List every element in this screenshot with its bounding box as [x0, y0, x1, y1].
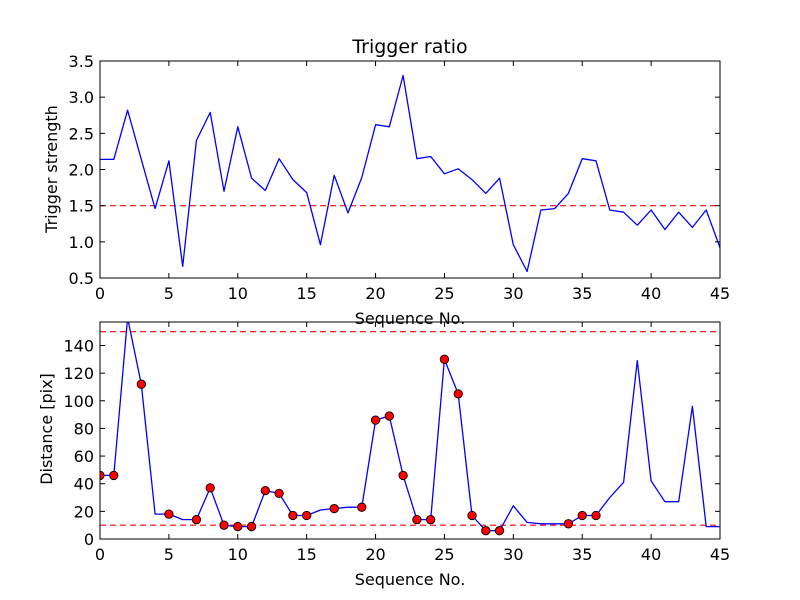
x-tick-label: 5 — [164, 545, 174, 564]
x-tick-label: 45 — [710, 545, 730, 564]
data-point — [302, 510, 312, 521]
x-tick-label: 25 — [434, 545, 454, 564]
data-point — [370, 415, 381, 425]
y-tick-label: 0.5 — [69, 269, 94, 288]
x-tick-label: 0 — [95, 545, 105, 564]
x-tick-label: 40 — [641, 545, 661, 564]
y-tick-label: 3.5 — [69, 52, 94, 71]
y-tick-label: 80 — [74, 419, 94, 438]
data-point — [481, 526, 491, 536]
x-tick-label: 30 — [503, 545, 523, 564]
data-point — [357, 502, 367, 512]
data-point — [260, 485, 270, 496]
x-axis-label: Sequence No. — [355, 570, 466, 589]
data-point — [329, 503, 339, 514]
x-tick-label: 5 — [164, 284, 174, 303]
distance-panel: Distance [pix] Sequence No. 0 5 10 15 20 25 30… — [37, 321, 730, 589]
data-point — [426, 514, 436, 525]
data-point — [274, 488, 284, 499]
data-point — [412, 514, 422, 525]
x-tick-label: 30 — [503, 284, 523, 303]
data-point — [398, 470, 408, 481]
y-tick-label: 1.0 — [69, 233, 94, 252]
x-tick-label: 10 — [228, 545, 248, 564]
data-point — [384, 411, 394, 421]
y-axis-label: Distance [pix] — [37, 373, 56, 485]
x-tick-label: 15 — [296, 284, 316, 303]
y-tick-label: 2.0 — [69, 161, 94, 180]
y-tick-label: 1.5 — [69, 197, 94, 216]
series-line — [100, 322, 720, 532]
trigger-ratio-panel: Trigger ratio Trigger strength Sequence … — [42, 36, 730, 328]
series-line — [100, 74, 720, 273]
data-point — [288, 510, 298, 521]
plot-area — [100, 322, 720, 536]
x-tick-label: 25 — [434, 284, 454, 303]
x-tick-label: 20 — [365, 545, 385, 564]
chart-title: Trigger ratio — [351, 36, 467, 58]
data-point — [563, 519, 574, 529]
x-tick-label: 10 — [228, 284, 248, 303]
y-axis-label: Trigger strength — [42, 105, 61, 234]
plot-area — [100, 74, 720, 273]
y-tick-label: 20 — [74, 502, 94, 521]
x-axis-label: Sequence No. — [355, 309, 466, 328]
x-tick-label: 45 — [710, 284, 730, 303]
y-tick-label: 2.5 — [69, 124, 94, 143]
y-tick-label: 140 — [63, 336, 94, 355]
x-tick-label: 40 — [641, 284, 661, 303]
x-tick-label: 35 — [572, 545, 592, 564]
x-tick-label: 20 — [365, 284, 385, 303]
data-point — [577, 510, 587, 521]
data-point — [219, 520, 229, 530]
data-point — [246, 521, 257, 532]
x-tick-label: 15 — [296, 545, 316, 564]
data-point — [205, 483, 215, 493]
data-point — [439, 354, 450, 364]
y-tick-label: 100 — [63, 392, 94, 411]
data-point — [136, 379, 146, 389]
data-point — [233, 521, 243, 532]
data-point — [109, 470, 119, 481]
y-tick-label: 120 — [63, 364, 94, 383]
y-tick-label: 40 — [74, 475, 94, 494]
data-point — [453, 389, 463, 399]
x-tick-label: 0 — [95, 284, 105, 303]
data-point — [494, 526, 505, 536]
y-tick-label: 60 — [74, 447, 94, 466]
data-point — [191, 514, 202, 525]
data-point — [591, 510, 601, 521]
axes-frame — [99, 321, 721, 540]
data-point — [467, 510, 477, 521]
y-tick-label: 3.0 — [69, 88, 94, 107]
data-point — [164, 509, 174, 519]
x-tick-label: 35 — [572, 284, 592, 303]
y-tick-label: 0 — [84, 530, 94, 549]
